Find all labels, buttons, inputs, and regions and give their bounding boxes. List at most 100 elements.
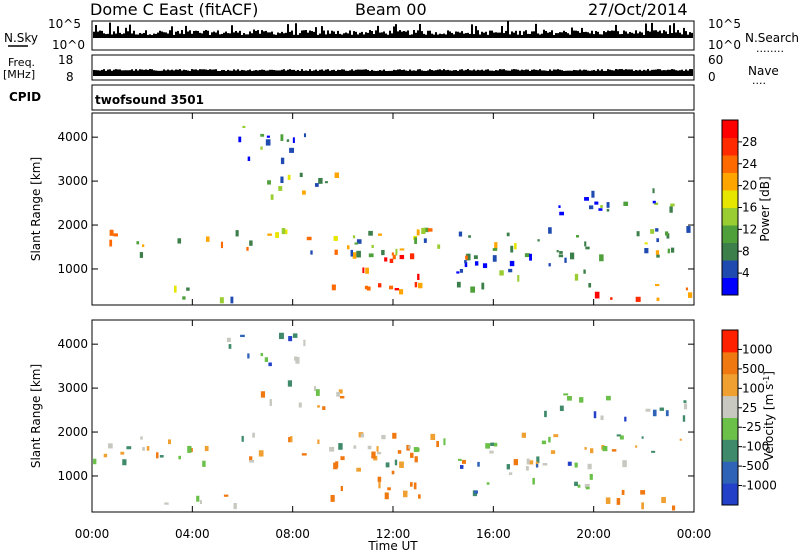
velocity-panel: 1000 2000 3000 4000 Slant Range [km] 1000 50…: [29, 319, 777, 513]
noise-bar: [643, 34, 645, 38]
frequency-bar: [183, 69, 185, 76]
noise-bar: [101, 30, 103, 38]
noise-bar: [271, 31, 273, 38]
frequency-bar: [451, 70, 453, 76]
frequency-bar: [431, 70, 433, 76]
noise-bar: [155, 33, 157, 38]
frequency-bar: [489, 70, 491, 76]
noise-bar: [489, 30, 491, 38]
frequency-bar: [531, 69, 533, 76]
velocity-cell: [122, 459, 127, 466]
power-cell: [427, 228, 433, 232]
frequency-bar: [259, 69, 261, 76]
noise-bar: [235, 30, 237, 38]
velocity-cbar-label: Velocity [m s-1]: [762, 371, 776, 461]
noise-bar: [263, 31, 265, 38]
frequency-bar: [607, 69, 609, 76]
noise-bar: [157, 32, 159, 38]
frequency-bar: [437, 69, 439, 76]
noise-bar: [383, 31, 385, 38]
noise-bar: [333, 31, 335, 38]
frequency-bar: [149, 69, 151, 76]
velocity-cell: [532, 477, 535, 485]
frequency-bar: [369, 70, 371, 76]
power-cell: [303, 133, 307, 138]
velocity-cell: [584, 483, 590, 488]
power-cell: [417, 273, 420, 280]
noise-bar: [251, 33, 253, 38]
frequency-bar: [501, 69, 503, 76]
power-cell: [113, 233, 119, 237]
velocity-cell: [329, 446, 335, 452]
power-cell: [456, 271, 460, 274]
noise-bar: [593, 34, 595, 38]
frequency-bar: [665, 70, 667, 76]
frequency-bar: [627, 69, 629, 76]
xtick-label: 20:00: [576, 527, 611, 541]
velocity-cell: [661, 496, 666, 504]
velocity-cell: [260, 352, 264, 357]
frequency-bar: [217, 70, 219, 76]
power-cell: [395, 248, 398, 256]
frequency-bar: [683, 70, 685, 76]
frequency-bar: [413, 70, 415, 76]
velocity-data: [93, 332, 687, 511]
noise-bar: [397, 31, 399, 38]
noise-bar: [439, 33, 441, 38]
frequency-bar: [421, 70, 423, 76]
power-cell: [281, 228, 286, 235]
frequency-bar: [175, 69, 177, 76]
noise-bar: [97, 31, 99, 38]
power-cell: [333, 235, 338, 241]
noise-bar: [247, 34, 249, 38]
noise-bar: [153, 33, 155, 38]
frequency-bar: [611, 70, 613, 76]
power-cell: [389, 285, 394, 290]
noise-bar: [239, 30, 241, 38]
velocity-cell: [376, 451, 382, 455]
frequency-bar: [525, 69, 527, 76]
power-cell: [474, 261, 479, 266]
noise-bar: [369, 30, 371, 38]
noise-bar: [573, 30, 575, 38]
noise-bar: [351, 34, 353, 38]
power-cell: [205, 236, 210, 242]
noise-bar: [407, 30, 409, 38]
noise-bar: [421, 31, 423, 38]
frequency-bar: [371, 69, 373, 76]
frequency-bar: [219, 70, 221, 76]
frequency-bar: [243, 70, 245, 76]
noise-bar: [293, 34, 295, 38]
frequency-bar: [333, 69, 335, 76]
noise-bar: [423, 33, 425, 38]
noise-bar: [223, 32, 225, 38]
frequency-bar: [445, 70, 447, 76]
noise-bar: [205, 30, 207, 38]
frequency-bar: [663, 70, 665, 76]
velocity-cell: [377, 476, 382, 482]
frequency-bar: [109, 69, 111, 76]
noise-bar: [551, 30, 553, 38]
noise-bar: [583, 31, 585, 38]
velocity-cell: [279, 332, 284, 340]
frequency-bar: [189, 70, 191, 76]
velocity-cell: [679, 438, 682, 441]
noise-bar: [317, 34, 319, 38]
xtick-label: 08:00: [275, 527, 310, 541]
noise-bar: [301, 30, 303, 38]
velocity-cell: [178, 455, 182, 460]
velocity-cell: [340, 486, 344, 492]
frequency-bar: [617, 69, 619, 76]
noise-bar: [463, 33, 465, 38]
velocity-cell: [258, 450, 264, 457]
velocity-cell: [247, 353, 250, 359]
power-cell: [524, 253, 530, 258]
velocity-cell: [589, 448, 594, 454]
noise-bar: [245, 34, 247, 38]
power-cell: [508, 268, 513, 273]
velocity-cell: [371, 451, 376, 459]
power-cell: [368, 253, 374, 258]
noise-bar: [587, 32, 589, 38]
velocity-cbar-swatch: [722, 395, 738, 418]
noise-bar: [345, 32, 347, 38]
